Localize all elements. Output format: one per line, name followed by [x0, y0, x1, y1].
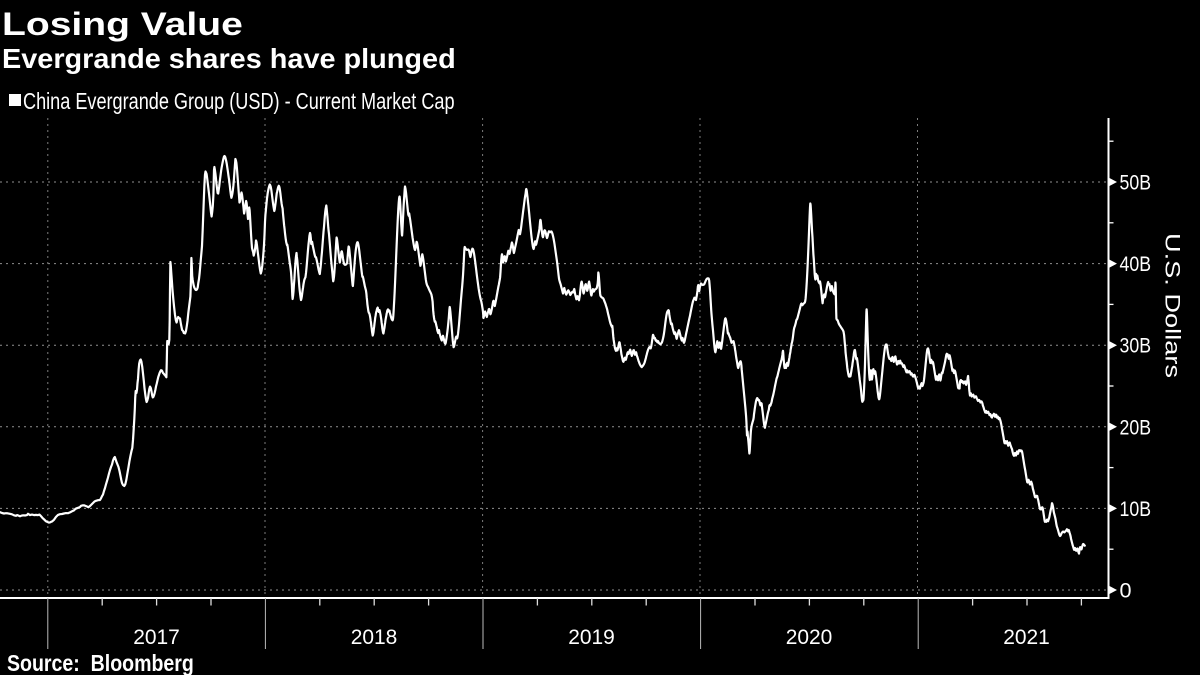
- svg-text:40B: 40B: [1120, 251, 1152, 276]
- svg-text:50B: 50B: [1120, 170, 1152, 195]
- svg-text:U.S. Dollars: U.S. Dollars: [1161, 233, 1186, 378]
- svg-text:2020: 2020: [786, 626, 833, 649]
- svg-text:2019: 2019: [568, 626, 615, 649]
- svg-text:30B: 30B: [1120, 333, 1152, 358]
- svg-text:0: 0: [1120, 578, 1132, 603]
- svg-text:2021: 2021: [1003, 626, 1050, 649]
- svg-text:2018: 2018: [351, 626, 398, 649]
- svg-text:2017: 2017: [133, 626, 180, 649]
- svg-text:10B: 10B: [1120, 496, 1152, 521]
- svg-text:20B: 20B: [1120, 414, 1152, 439]
